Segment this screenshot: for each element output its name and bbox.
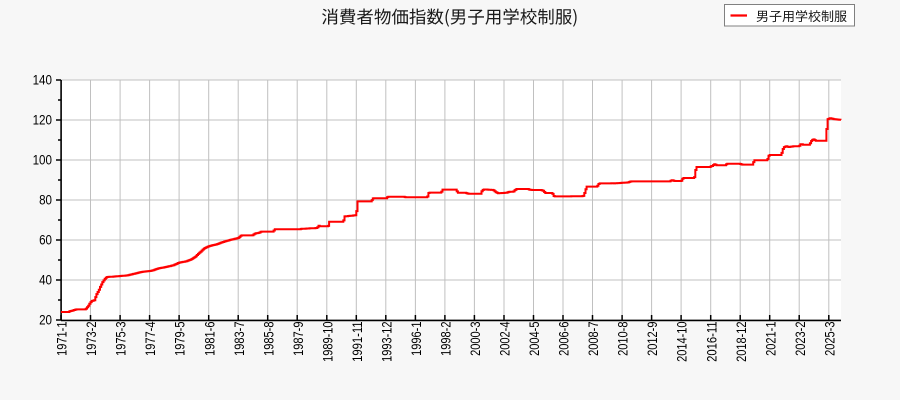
svg-text:1985-8: 1985-8 xyxy=(261,322,276,356)
svg-text:2002-4: 2002-4 xyxy=(498,321,513,356)
svg-text:120: 120 xyxy=(33,112,52,127)
svg-text:1977-4: 1977-4 xyxy=(143,321,158,356)
svg-text:1979-5: 1979-5 xyxy=(173,322,188,356)
svg-text:100: 100 xyxy=(33,152,52,167)
svg-text:2025-3: 2025-3 xyxy=(822,322,837,356)
svg-text:20: 20 xyxy=(39,312,52,327)
svg-text:2000-3: 2000-3 xyxy=(468,322,483,356)
svg-text:2010-8: 2010-8 xyxy=(616,322,631,356)
svg-text:2008-7: 2008-7 xyxy=(586,322,601,356)
svg-text:2018-12: 2018-12 xyxy=(734,322,749,362)
svg-text:1993-12: 1993-12 xyxy=(379,322,394,362)
svg-text:1983-7: 1983-7 xyxy=(232,322,247,356)
svg-text:2012-9: 2012-9 xyxy=(645,322,660,356)
svg-text:1996-1: 1996-1 xyxy=(409,322,424,356)
svg-text:140: 140 xyxy=(33,72,52,87)
svg-text:2021-1: 2021-1 xyxy=(763,322,778,356)
svg-text:2023-2: 2023-2 xyxy=(793,322,808,356)
svg-text:1981-6: 1981-6 xyxy=(202,322,217,356)
svg-text:2014-10: 2014-10 xyxy=(675,322,690,362)
svg-text:1973-2: 1973-2 xyxy=(84,322,99,356)
svg-text:60: 60 xyxy=(39,232,52,247)
svg-text:2016-11: 2016-11 xyxy=(704,322,719,362)
svg-text:1991-11: 1991-11 xyxy=(350,322,365,362)
svg-text:1987-9: 1987-9 xyxy=(291,322,306,356)
svg-text:1998-2: 1998-2 xyxy=(439,322,454,356)
svg-text:1975-3: 1975-3 xyxy=(114,322,129,356)
svg-text:2004-5: 2004-5 xyxy=(527,322,542,356)
svg-text:40: 40 xyxy=(39,272,52,287)
svg-text:80: 80 xyxy=(39,192,52,207)
svg-text:2006-6: 2006-6 xyxy=(557,322,572,356)
svg-text:1971-1: 1971-1 xyxy=(55,322,70,356)
svg-text:1989-10: 1989-10 xyxy=(320,322,335,362)
